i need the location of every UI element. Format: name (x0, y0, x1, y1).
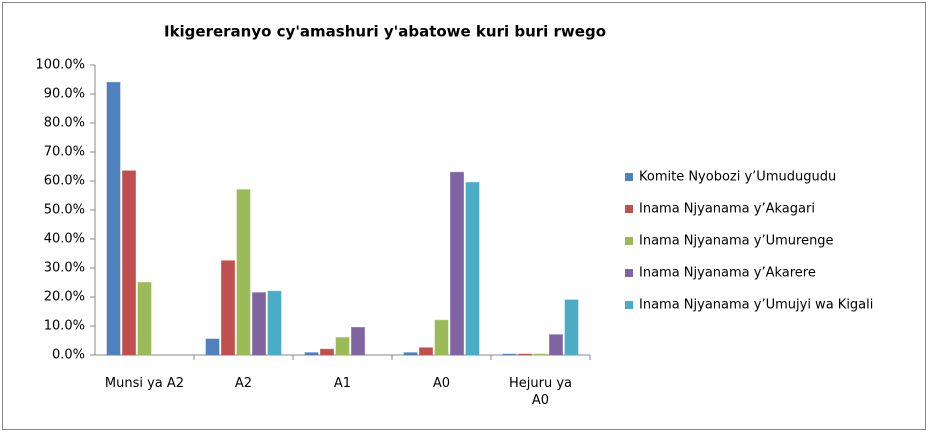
bar (419, 347, 433, 356)
bar (137, 282, 152, 356)
legend-label: Inama Njyanama y’Akarere (639, 266, 816, 281)
x-tick-label: Hejuru ya A0 (508, 376, 572, 408)
legend-swatch (625, 301, 633, 309)
x-tick-label: A0 (432, 376, 451, 391)
bar (335, 337, 350, 356)
bar (267, 290, 282, 356)
legend-label: Inama Njyanama y’Akagari (639, 202, 815, 217)
bar (502, 353, 517, 356)
bar (465, 181, 480, 356)
bar (304, 352, 319, 356)
bar (434, 319, 449, 356)
y-tick-label: 80.0% (44, 116, 85, 131)
y-tick-label: 20.0% (44, 290, 85, 305)
y-tick-label: 70.0% (44, 145, 85, 160)
y-tick-label: 90.0% (44, 87, 85, 102)
y-tick-label: 10.0% (44, 319, 85, 334)
bar (252, 292, 266, 356)
bar (549, 334, 563, 356)
bar (236, 189, 251, 356)
y-tick-label: 50.0% (44, 203, 85, 218)
bar (351, 326, 365, 356)
y-tick-label: 100.0% (35, 58, 85, 73)
bar (403, 352, 418, 356)
x-tick-label: Munsi ya A2 (104, 376, 185, 391)
bar (450, 171, 464, 356)
legend-label: Inama Njyanama y’Umurenge (639, 234, 834, 249)
bar (221, 260, 235, 356)
bar (320, 348, 334, 356)
legend-swatch (625, 173, 633, 181)
y-tick-label: 0.0% (52, 348, 85, 363)
chart-title: Ikigereranyo cy'amashuri y'abatowe kuri … (164, 23, 606, 41)
legend-swatch (625, 269, 633, 277)
bar (205, 338, 220, 356)
y-tick-label: 40.0% (44, 232, 85, 247)
bar (106, 81, 121, 356)
bar (122, 170, 136, 356)
bar (518, 353, 532, 356)
x-tick-label: A2 (234, 376, 253, 391)
y-tick-label: 30.0% (44, 261, 85, 276)
legend-label: Komite Nyobozi y’Umudugudu (639, 170, 836, 185)
legend-swatch (625, 237, 633, 245)
bar (533, 353, 548, 356)
legend-label: Inama Njyanama y’Umujyi wa Kigali (639, 298, 873, 313)
x-tick-label: A1 (333, 376, 352, 391)
bar (564, 299, 579, 356)
y-tick-label: 60.0% (44, 174, 85, 189)
legend-swatch (625, 205, 633, 213)
